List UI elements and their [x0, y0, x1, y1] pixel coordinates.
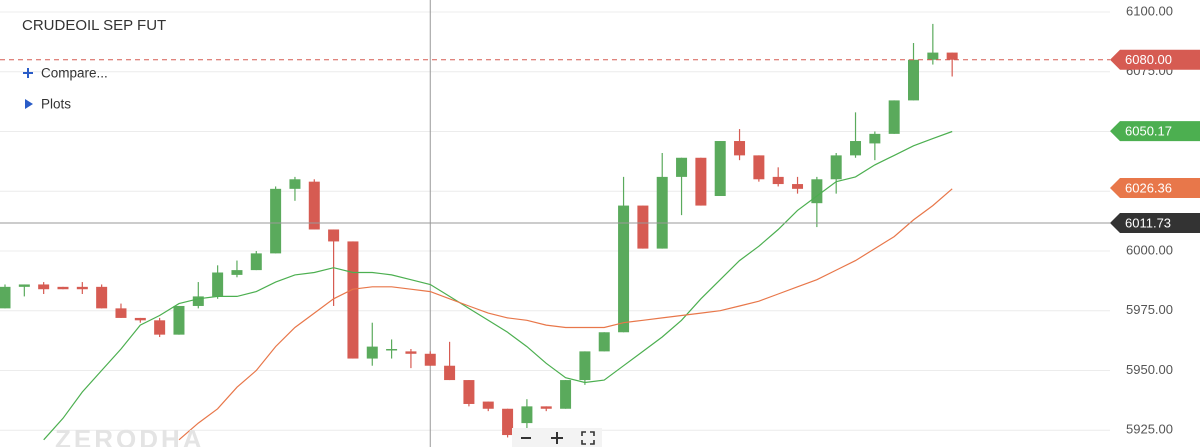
candle-body — [57, 286, 69, 290]
candle-body — [482, 401, 494, 409]
candle-body — [830, 155, 842, 180]
candle-body — [811, 179, 823, 204]
candle-body — [96, 286, 108, 309]
candle-body — [308, 181, 320, 230]
candle-body — [270, 188, 282, 254]
candle-body — [38, 284, 50, 290]
moving-average-line — [178, 188, 953, 441]
candle-body — [231, 270, 243, 275]
candle-body — [540, 406, 552, 409]
compare-button[interactable]: Compare... — [23, 66, 108, 81]
candle-body — [656, 176, 668, 249]
y-tick-label: 6100.00 — [1126, 3, 1173, 18]
plots-button[interactable]: Plots — [25, 97, 71, 112]
candle-body — [695, 157, 707, 206]
candle-body — [347, 241, 359, 359]
candle-body — [424, 353, 436, 366]
last-price-tag-label: 6080.00 — [1125, 52, 1172, 67]
grid — [0, 11, 1110, 431]
candle-body — [908, 59, 920, 101]
candle-body — [444, 365, 456, 381]
ma-tag — [1110, 177, 1200, 198]
plot-area — [0, 0, 1110, 447]
candle-body — [386, 348, 398, 351]
candle-body — [618, 205, 630, 333]
candle-body — [772, 176, 784, 185]
moving-average-line — [43, 130, 953, 441]
candle-body — [366, 346, 378, 359]
candle-body — [560, 380, 572, 409]
candle-body — [869, 133, 881, 144]
y-tick-label: 5975.00 — [1126, 302, 1173, 317]
candle-body — [753, 155, 765, 180]
crosshair-tag-label: 6011.73 — [1125, 215, 1171, 230]
candle-body — [850, 141, 862, 156]
candle-body — [328, 229, 340, 242]
candle-body — [76, 286, 88, 290]
y-tick-label: 6000.00 — [1126, 242, 1173, 257]
y-tick-label: 5925.00 — [1126, 422, 1173, 437]
candle-body — [289, 179, 301, 189]
ma-tag-label: 6050.17 — [1125, 124, 1172, 139]
candle-body — [463, 380, 475, 404]
candle-body — [18, 284, 30, 287]
chart-title: CRUDEOIL SEP FUT — [22, 17, 166, 34]
candle-body — [134, 317, 146, 321]
candle-body — [888, 100, 900, 134]
candle-body — [192, 296, 204, 306]
ma-tag — [1110, 121, 1200, 142]
triangle-icon — [25, 99, 33, 109]
candle-body — [115, 308, 127, 318]
menu-item[interactable]: Plots — [41, 97, 71, 112]
candle-body — [792, 184, 804, 189]
candle-body — [734, 141, 746, 156]
fullscreen[interactable] — [581, 431, 595, 445]
candle-body — [405, 351, 417, 354]
candle-body — [927, 52, 939, 60]
candle-body — [173, 305, 185, 335]
plus-icon — [23, 68, 33, 78]
candle-body — [154, 320, 166, 335]
price-tags: 6080.00 6050.17 6026.36 6011.73 — [1110, 49, 1200, 233]
candle-body — [637, 205, 649, 249]
menu-item[interactable]: Compare... — [41, 66, 108, 81]
candle-body — [250, 253, 262, 271]
candle-body — [502, 408, 514, 436]
y-tick-label: 5950.00 — [1126, 362, 1173, 377]
watermark: ZERODHA — [55, 424, 205, 447]
candle-body — [521, 406, 533, 424]
crosshair-tag — [1110, 212, 1200, 233]
candle-body — [212, 272, 224, 297]
candle-body — [676, 157, 688, 177]
candle-body — [579, 351, 591, 381]
candle-body — [0, 286, 11, 309]
zoom-in[interactable] — [551, 432, 563, 444]
last-price-tag — [1110, 49, 1200, 70]
zoom-toolbar — [512, 428, 602, 447]
candle-body — [714, 141, 726, 197]
ma-tag-label: 6026.36 — [1125, 180, 1172, 195]
candle-body — [598, 332, 610, 352]
candle-body — [946, 52, 958, 60]
